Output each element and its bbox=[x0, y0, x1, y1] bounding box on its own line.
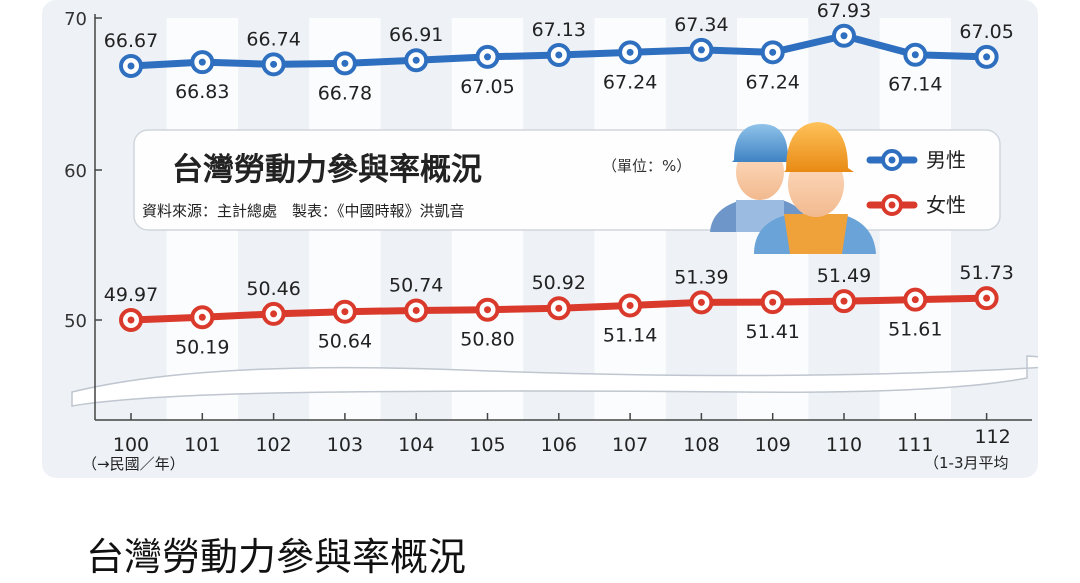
data-point-center bbox=[626, 48, 634, 56]
data-point-center bbox=[983, 294, 991, 302]
data-label: 66.74 bbox=[246, 28, 300, 50]
x-tick-label: 106 bbox=[541, 434, 577, 456]
data-point-center bbox=[697, 298, 705, 306]
two-workers-icon bbox=[710, 122, 876, 254]
data-point-center bbox=[911, 51, 919, 59]
chart-unit: （單位：%） bbox=[602, 157, 691, 175]
data-label: 50.92 bbox=[532, 272, 586, 294]
data-label: 67.34 bbox=[674, 14, 728, 36]
x-tick-label: 107 bbox=[612, 434, 648, 456]
line-chart: 70 60 50 100 101 102 103 104 105 106 107 108 109 110 1… bbox=[64, 0, 1038, 473]
data-label: 49.97 bbox=[104, 284, 158, 306]
data-point-center bbox=[555, 51, 563, 59]
data-label: 50.74 bbox=[389, 274, 443, 296]
legend-male: 男性 bbox=[866, 148, 966, 172]
data-point-center bbox=[341, 59, 349, 67]
figure-caption: 台灣勞動力參與率概況 bbox=[86, 535, 467, 579]
data-point-center bbox=[769, 298, 777, 306]
legend-female: 女性 bbox=[866, 193, 966, 217]
data-point-center bbox=[626, 301, 634, 309]
data-point-center bbox=[341, 308, 349, 316]
data-point-center bbox=[270, 60, 278, 68]
axis-break bbox=[71, 355, 1038, 407]
x-tick-label: 112 bbox=[974, 426, 1010, 448]
data-label: 51.41 bbox=[745, 321, 799, 343]
y-tick-label: 70 bbox=[64, 9, 87, 30]
data-label: 67.24 bbox=[745, 71, 799, 93]
x-tick-label: 105 bbox=[469, 434, 505, 456]
data-label: 66.91 bbox=[389, 24, 443, 46]
data-label: 50.80 bbox=[460, 329, 514, 351]
x-tick-label: 111 bbox=[897, 434, 933, 456]
data-label: 67.13 bbox=[532, 19, 586, 41]
legend-female-label: 女性 bbox=[926, 193, 966, 217]
data-point-center bbox=[484, 306, 491, 314]
data-label: 67.24 bbox=[603, 71, 657, 93]
data-point-center bbox=[270, 310, 278, 318]
x-tick-label: 101 bbox=[184, 434, 220, 456]
data-label: 51.49 bbox=[817, 265, 871, 287]
x-tick-label: 110 bbox=[826, 434, 862, 456]
x-tick-label: 104 bbox=[398, 434, 434, 456]
y-tick-label: 60 bbox=[64, 161, 87, 182]
data-point-center bbox=[198, 313, 206, 321]
x-tick-label: 103 bbox=[327, 434, 363, 456]
data-label: 67.05 bbox=[460, 76, 514, 98]
chart-card: 70 60 50 100 101 102 103 104 105 106 107 108 109 110 1… bbox=[42, 0, 1038, 478]
data-label: 51.61 bbox=[888, 319, 942, 341]
data-point-center bbox=[983, 53, 991, 61]
data-point-center bbox=[412, 306, 420, 314]
title-box: 台灣勞動力參與率概況 （單位：%） 資料來源：主計總處 製表：《中國時報》洪凱音… bbox=[133, 129, 1001, 231]
chart-title: 台灣勞動力參與率概況 bbox=[172, 152, 482, 188]
chart-source: 資料來源：主計總處 製表：《中國時報》洪凱音 bbox=[142, 202, 465, 220]
data-label: 51.39 bbox=[674, 266, 728, 288]
data-label: 66.67 bbox=[104, 30, 158, 52]
data-point-center bbox=[127, 316, 135, 324]
data-label: 67.05 bbox=[959, 21, 1013, 43]
data-point-center bbox=[555, 304, 563, 312]
data-label: 51.14 bbox=[603, 324, 657, 346]
data-label: 66.78 bbox=[318, 82, 372, 104]
series-layer bbox=[119, 23, 999, 332]
x-tick-label: 108 bbox=[683, 434, 719, 456]
x-tick-label: 109 bbox=[755, 434, 791, 456]
data-point-center bbox=[412, 56, 420, 64]
data-label: 50.64 bbox=[318, 331, 372, 353]
legend-male-label: 男性 bbox=[926, 148, 966, 172]
data-point-center bbox=[127, 62, 135, 70]
data-label: 66.83 bbox=[175, 81, 229, 103]
data-point-center bbox=[697, 46, 705, 54]
x-note-right: （1-3月平均 bbox=[924, 454, 1009, 472]
data-point-center bbox=[769, 48, 777, 56]
axes: 70 60 50 100 101 102 103 104 105 106 107 108 109 110 1… bbox=[64, 9, 1038, 473]
data-label: 67.14 bbox=[888, 74, 942, 96]
data-point-center bbox=[198, 58, 206, 66]
data-point-center bbox=[911, 296, 919, 304]
y-tick-label: 50 bbox=[64, 311, 87, 332]
data-label: 67.93 bbox=[817, 0, 871, 22]
data-point-center bbox=[840, 297, 848, 305]
data-point-center bbox=[840, 32, 848, 40]
x-tick-label: 100 bbox=[113, 434, 149, 456]
data-label: 51.73 bbox=[959, 262, 1013, 284]
data-point-center bbox=[484, 53, 491, 61]
data-label: 50.19 bbox=[175, 336, 229, 358]
x-tick-label: 102 bbox=[255, 434, 291, 456]
data-labels: 66.67 66.83 66.74 66.78 66.91 67.05 67.13 67.24… bbox=[104, 0, 1014, 358]
x-note-left: （→民國／年） bbox=[82, 455, 185, 473]
data-label: 50.46 bbox=[246, 278, 300, 300]
